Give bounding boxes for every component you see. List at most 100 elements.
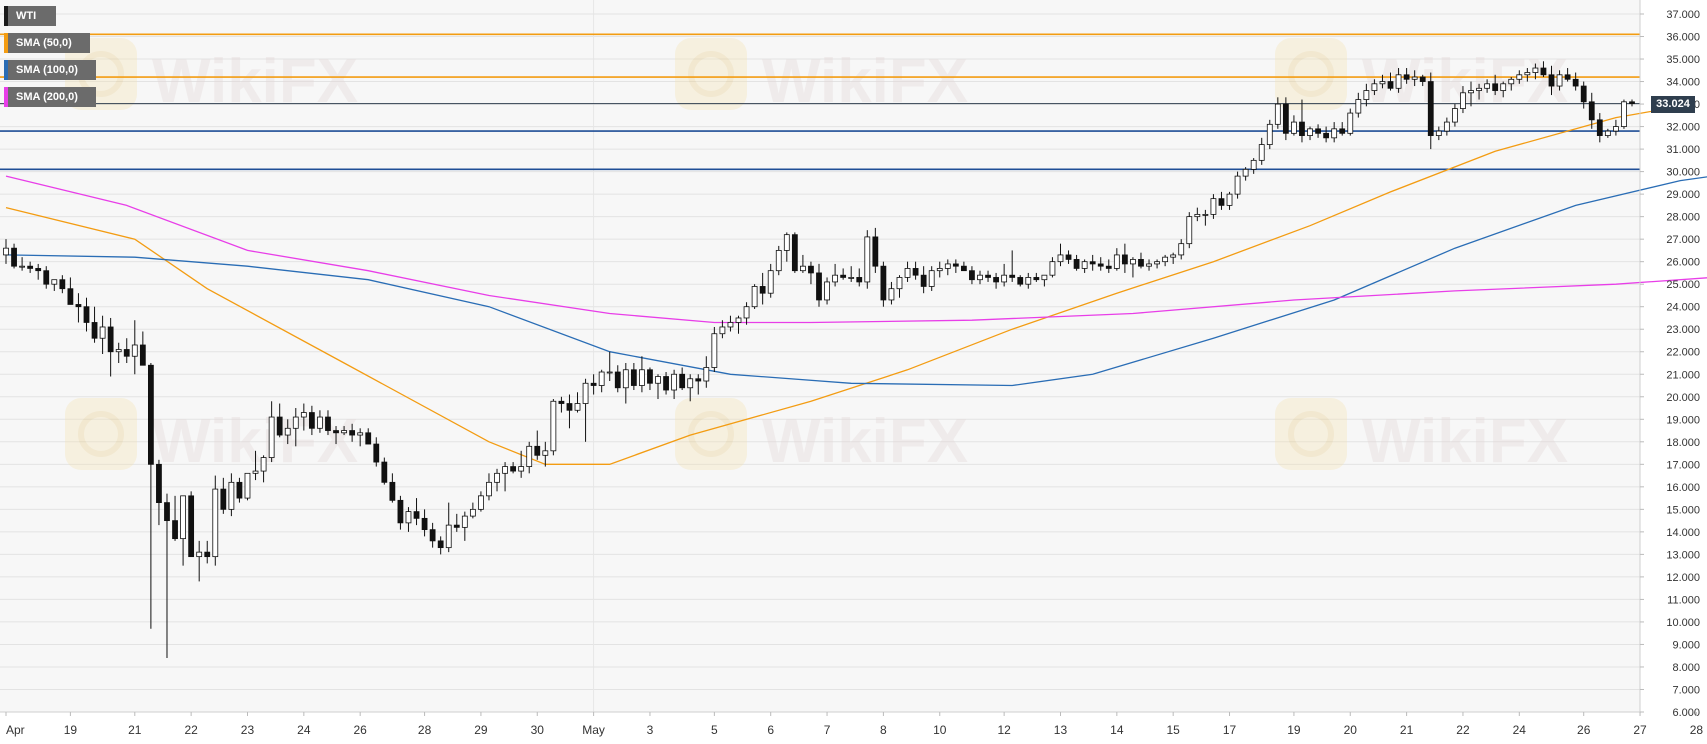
candle xyxy=(783,232,790,262)
candle-body xyxy=(147,364,154,465)
candle xyxy=(904,261,911,282)
candle-body xyxy=(639,369,645,386)
candle-body xyxy=(614,371,621,389)
y-tick-label: 16.000 xyxy=(1666,482,1700,494)
candle-body xyxy=(445,524,452,549)
candle xyxy=(389,473,396,503)
candle-body xyxy=(703,367,710,382)
y-tick-label: 26.000 xyxy=(1666,257,1700,269)
legend-sma-200[interactable]: SMA (200,0) xyxy=(4,87,96,107)
candle-body xyxy=(904,268,911,278)
candle xyxy=(67,277,74,305)
candle xyxy=(1089,254,1096,271)
candle xyxy=(1210,194,1217,219)
sma-line xyxy=(5,175,1707,324)
candle-body xyxy=(1572,78,1579,87)
watermark-text: WikiFX xyxy=(152,47,358,116)
x-tick-label: 3 xyxy=(647,723,654,737)
candle xyxy=(630,363,637,391)
candle xyxy=(1572,72,1579,91)
watermark-logo xyxy=(1275,38,1347,110)
legend-sma-50[interactable]: SMA (50,0) xyxy=(4,33,90,53)
candle-body xyxy=(800,265,806,272)
candle-body xyxy=(510,466,517,472)
candle-body xyxy=(1242,168,1249,177)
y-tick-label: 20.000 xyxy=(1666,392,1700,404)
watermark-text: WikiFX xyxy=(762,47,968,116)
candle xyxy=(43,266,50,289)
candle-body xyxy=(1427,81,1434,136)
legend-label: SMA (50,0) xyxy=(16,37,72,49)
candle-body xyxy=(349,430,356,436)
candle xyxy=(1146,259,1152,271)
candle-body xyxy=(252,470,259,474)
candle xyxy=(960,261,967,272)
candle-body xyxy=(695,378,702,382)
candle-body xyxy=(1419,76,1426,82)
legend-wti[interactable]: WTI xyxy=(4,6,56,26)
y-tick-label: 10.000 xyxy=(1666,617,1700,629)
candle xyxy=(1226,191,1233,210)
candle-body xyxy=(912,268,919,276)
candle-body xyxy=(27,265,34,269)
candle xyxy=(1580,81,1587,109)
candle-body xyxy=(1580,85,1587,103)
candle-body xyxy=(606,371,613,374)
candle xyxy=(284,419,291,445)
candle-body xyxy=(719,326,726,335)
legend-swatch xyxy=(4,60,8,80)
candle xyxy=(1331,122,1338,143)
candle-body xyxy=(1226,193,1233,206)
candle xyxy=(220,477,227,514)
candle-body xyxy=(856,277,863,283)
candle-body xyxy=(1041,274,1048,281)
candle-body xyxy=(1307,128,1313,136)
candle xyxy=(767,263,774,298)
candle xyxy=(928,266,935,291)
candle-body xyxy=(1266,123,1273,145)
candle xyxy=(1250,158,1257,174)
candle-body xyxy=(759,286,766,294)
candle-body xyxy=(791,234,798,272)
candle xyxy=(75,293,82,323)
x-tick-label: 12 xyxy=(997,723,1011,737)
candle xyxy=(1009,250,1016,282)
plot-area xyxy=(0,0,1640,712)
candle-body xyxy=(107,326,114,353)
candle-body xyxy=(1274,103,1281,125)
x-tick-label: 19 xyxy=(1287,723,1301,737)
candle xyxy=(1427,72,1434,150)
x-tick-label: 29 xyxy=(474,723,488,737)
candle xyxy=(856,268,863,287)
candle-body xyxy=(1113,254,1120,269)
candle-body xyxy=(1476,87,1482,91)
candle-body xyxy=(1218,198,1225,206)
candle-body xyxy=(1379,81,1386,85)
candle-body xyxy=(711,333,718,368)
candle xyxy=(1347,108,1354,136)
candle xyxy=(1443,117,1450,136)
candle-body xyxy=(317,416,323,429)
candle-body xyxy=(558,400,565,404)
candle xyxy=(719,320,726,339)
candle xyxy=(920,266,927,294)
candle xyxy=(429,522,436,548)
watermark-logo xyxy=(1275,398,1347,470)
candle xyxy=(759,272,766,305)
candle xyxy=(832,263,838,287)
watermark-text: WikiFX xyxy=(1362,407,1568,476)
candle-body xyxy=(872,236,879,267)
x-tick-label: 20 xyxy=(1344,723,1358,737)
candle xyxy=(59,275,66,294)
legend-sma-100[interactable]: SMA (100,0) xyxy=(4,60,96,80)
candle-body xyxy=(1025,277,1032,285)
candle xyxy=(1154,259,1160,269)
candle-body xyxy=(502,466,508,474)
candle-body xyxy=(1452,108,1458,123)
candle-body xyxy=(936,268,943,272)
candle-body xyxy=(373,443,380,463)
candle-body xyxy=(276,416,283,436)
candle xyxy=(566,394,573,429)
candle-body xyxy=(1532,67,1539,73)
